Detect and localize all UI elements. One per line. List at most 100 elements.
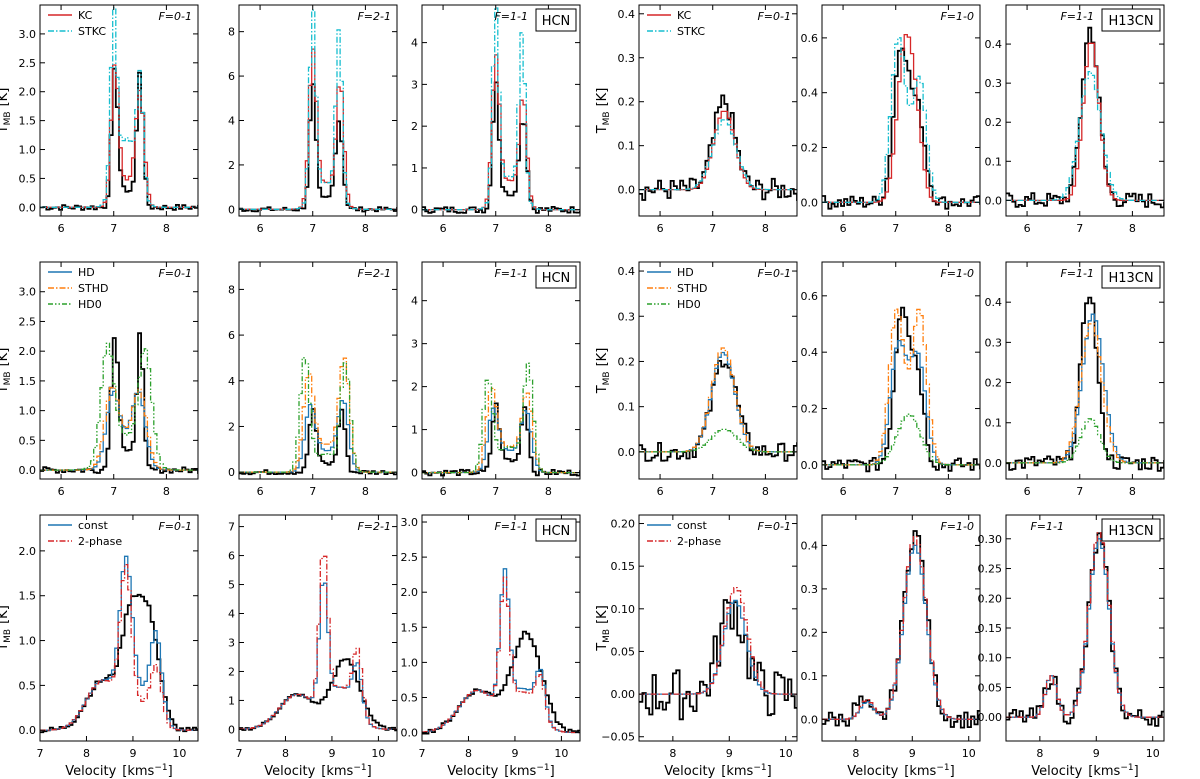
- y-tick-label: 0: [411, 204, 418, 217]
- x-tick-label: 9: [328, 747, 335, 760]
- x-tick-label: 7: [492, 222, 499, 235]
- transition-label: F=1-1: [494, 520, 528, 533]
- x-tick-label: 6: [440, 485, 447, 498]
- x-tick-label: 8: [163, 222, 170, 235]
- legend-label: STHD: [677, 282, 707, 295]
- legend-label: KC: [78, 9, 93, 22]
- y-tick-label: 5: [228, 579, 235, 592]
- x-tick-label: 8: [762, 485, 769, 498]
- x-tick-label: 7: [37, 747, 44, 760]
- molecule-box: [1101, 8, 1161, 32]
- series-STKC-line: [639, 119, 797, 191]
- x-tick-label: 10: [371, 747, 385, 760]
- x-tick-label: 10: [172, 747, 186, 760]
- y-tick-label: 0.3: [618, 52, 636, 65]
- legend-label: HD0: [78, 298, 102, 311]
- y-tick-label: 3.0: [19, 28, 37, 41]
- plot-frame: [821, 261, 981, 480]
- y-tick-label: 0.1: [985, 417, 1003, 430]
- x-tick-label: 6: [657, 485, 664, 498]
- series-2-phase-line: [822, 536, 980, 720]
- x-tick-label: 8: [1036, 747, 1043, 760]
- y-tick-label: 0.5: [19, 434, 37, 447]
- y-tick-label: 1: [411, 424, 418, 437]
- y-tick-label: 0.0: [985, 457, 1003, 470]
- x-tick-label: 9: [511, 747, 518, 760]
- x-tick-label: 6: [1024, 485, 1031, 498]
- y-tick-label: 0.0: [801, 459, 819, 472]
- transition-label: F=0-1: [757, 10, 791, 23]
- plot-frame: [238, 514, 398, 742]
- series-KC-line: [639, 110, 797, 191]
- y-tick-label: 0.20: [611, 518, 636, 531]
- x-tick-label: 9: [1093, 747, 1100, 760]
- y-tick-label: 0.0: [19, 201, 37, 214]
- x-tick-label: 6: [58, 222, 65, 235]
- legend-label: 2-phase: [78, 535, 122, 548]
- transition-label: F=2-1: [357, 267, 391, 280]
- x-tick-label: 10: [554, 747, 568, 760]
- series-obs-line: [422, 630, 580, 735]
- y-tick-label: 0.4: [985, 38, 1003, 51]
- series-HD-line: [1006, 313, 1164, 464]
- series-const-line: [239, 582, 397, 731]
- series-obs-line: [40, 593, 198, 734]
- series-HD0-line: [40, 342, 198, 471]
- series-HD-line: [639, 351, 797, 453]
- y-tick-label: 0.10: [611, 603, 636, 616]
- y-tick-label: 2.0: [19, 86, 37, 99]
- y-tick-label: 0.1: [801, 670, 819, 683]
- x-tick-label: 7: [309, 485, 316, 498]
- plot-frame: [1005, 4, 1165, 217]
- series-KC-line: [1006, 42, 1164, 202]
- plot-frame: [421, 261, 581, 480]
- y-tick-label: 0.5: [19, 679, 37, 692]
- y-tick-label: 2.5: [401, 551, 419, 564]
- panel-1: 6 7 8 0 2 4 6 8 F=2-1: [228, 4, 398, 235]
- y-tick-label: 8: [228, 26, 235, 39]
- legend-label: KC: [677, 9, 692, 22]
- series-const-line: [1006, 538, 1164, 718]
- y-tick-label: 1: [411, 162, 418, 175]
- x-axis-label: Velocity [kms−1]: [1031, 763, 1138, 779]
- y-tick-label: 0.15: [978, 622, 1003, 635]
- plot-frame: [421, 514, 581, 742]
- x-tick-label: 6: [840, 485, 847, 498]
- x-tick-label: 8: [362, 222, 369, 235]
- series-obs-line: [1006, 532, 1164, 727]
- series-HD0-line: [239, 357, 397, 473]
- x-tick-label: 8: [1129, 485, 1136, 498]
- y-tick-label: 1.0: [401, 656, 419, 669]
- y-tick-label: 0.4: [985, 296, 1003, 309]
- transition-label: F=1-0: [940, 267, 974, 280]
- x-tick-label: 8: [1129, 222, 1136, 235]
- y-tick-label: 0.2: [618, 355, 636, 368]
- y-tick-label: 0.0: [801, 713, 819, 726]
- x-tick-label: 8: [945, 222, 952, 235]
- plot-frame: [421, 4, 581, 217]
- y-tick-label: 2.5: [19, 57, 37, 70]
- series-STHD-line: [639, 347, 797, 453]
- transition-label: F=1-0: [940, 520, 974, 533]
- molecule-box: [1101, 265, 1161, 289]
- series-HD-line: [422, 407, 580, 474]
- y-tick-label: 0.3: [985, 77, 1003, 90]
- y-tick-label: 3: [411, 78, 418, 91]
- y-tick-label: 4: [411, 295, 418, 308]
- series-obs-line: [639, 599, 797, 721]
- x-tick-label: 8: [545, 222, 552, 235]
- y-tick-label: 1.0: [19, 144, 37, 157]
- y-tick-label: 1: [228, 694, 235, 707]
- y-tick-label: 2: [228, 420, 235, 433]
- y-tick-label: 6: [228, 70, 235, 83]
- series-obs-line: [822, 530, 980, 729]
- series-HD-line: [822, 339, 980, 466]
- series-HD-line: [40, 390, 198, 471]
- molecule-label: H13CN: [1108, 14, 1153, 29]
- x-tick-label: 7: [419, 747, 426, 760]
- series-obs-line: [40, 332, 198, 474]
- series-STHD-line: [40, 386, 198, 471]
- series-2-phase-line: [239, 555, 397, 731]
- y-tick-label: 2: [411, 381, 418, 394]
- x-axis-label: Velocity [kms−1]: [65, 763, 172, 779]
